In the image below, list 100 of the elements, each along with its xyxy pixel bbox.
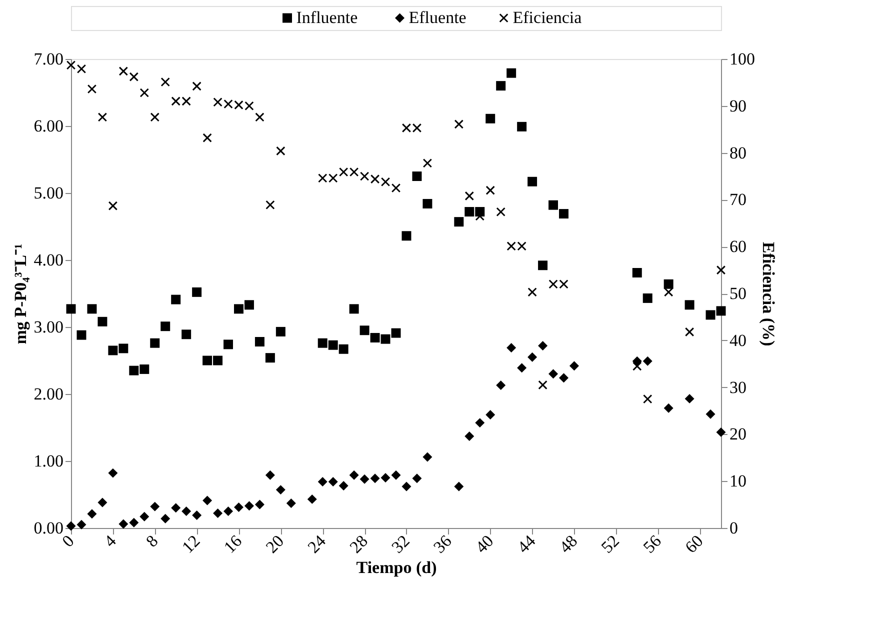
x-tick-label: 60 bbox=[681, 531, 707, 557]
point bbox=[538, 341, 548, 351]
point bbox=[548, 369, 558, 379]
y2-tick-label: 90 bbox=[730, 96, 746, 116]
point bbox=[559, 209, 568, 219]
point bbox=[464, 207, 474, 217]
point bbox=[224, 340, 233, 350]
point bbox=[276, 146, 286, 156]
point bbox=[559, 373, 568, 383]
point bbox=[192, 510, 202, 520]
point bbox=[171, 294, 181, 304]
point bbox=[338, 344, 348, 354]
point bbox=[87, 304, 97, 314]
point bbox=[254, 336, 264, 346]
point bbox=[87, 84, 97, 94]
point bbox=[402, 482, 412, 492]
x-tick-label: 24 bbox=[304, 531, 330, 557]
point bbox=[202, 496, 212, 506]
x-tick-label: 36 bbox=[430, 531, 456, 557]
point bbox=[391, 470, 401, 480]
point bbox=[318, 477, 328, 487]
y-axis-title: mg P-P0₄³⁻L⁻¹ bbox=[10, 244, 30, 344]
point bbox=[538, 380, 548, 390]
point bbox=[182, 506, 192, 516]
point bbox=[642, 293, 652, 303]
point bbox=[664, 279, 674, 289]
point bbox=[213, 508, 223, 518]
point bbox=[360, 474, 370, 484]
point bbox=[234, 304, 244, 314]
x-tick-label: 52 bbox=[598, 531, 624, 557]
point bbox=[160, 77, 170, 87]
point bbox=[370, 332, 380, 342]
point bbox=[129, 518, 139, 528]
point bbox=[192, 287, 202, 297]
point bbox=[171, 503, 181, 513]
point bbox=[307, 494, 317, 504]
y2-axis-title: Eficiencia (%) bbox=[759, 242, 778, 346]
y2-tick-label: 0 bbox=[730, 518, 738, 538]
x-tick-label: 56 bbox=[640, 531, 665, 557]
point bbox=[182, 330, 192, 340]
point bbox=[454, 120, 464, 129]
point bbox=[632, 362, 642, 371]
x-tick-label: 44 bbox=[514, 531, 540, 557]
point bbox=[412, 474, 422, 484]
x-tick-label: 4 bbox=[100, 531, 120, 551]
y-tick-label: 0.00 bbox=[34, 518, 64, 538]
y2-tick-label: 50 bbox=[730, 284, 746, 303]
point bbox=[706, 409, 716, 419]
point bbox=[98, 112, 108, 122]
point bbox=[517, 363, 527, 373]
point bbox=[150, 338, 160, 348]
point bbox=[664, 287, 674, 297]
point bbox=[192, 82, 202, 91]
x-tick-label: 20 bbox=[262, 531, 288, 557]
point bbox=[454, 217, 464, 227]
point bbox=[402, 231, 412, 241]
point bbox=[98, 316, 108, 326]
point bbox=[202, 356, 212, 366]
point bbox=[244, 300, 254, 310]
point bbox=[632, 268, 642, 278]
point bbox=[265, 470, 275, 480]
point bbox=[528, 176, 538, 186]
point bbox=[706, 310, 716, 320]
legend-label: Eficiencia bbox=[512, 8, 582, 27]
point bbox=[108, 201, 118, 210]
point bbox=[370, 474, 380, 484]
y2-tick-label: 10 bbox=[730, 472, 746, 491]
point bbox=[160, 514, 170, 524]
point bbox=[716, 306, 726, 316]
y-tick-label: 3.00 bbox=[34, 318, 64, 336]
point bbox=[129, 366, 139, 376]
point bbox=[380, 334, 390, 344]
point bbox=[213, 356, 223, 366]
point bbox=[496, 380, 506, 390]
point bbox=[380, 473, 390, 482]
point bbox=[160, 322, 170, 332]
point bbox=[328, 477, 338, 487]
point bbox=[422, 198, 432, 208]
x-tick-label: 40 bbox=[472, 531, 498, 557]
point bbox=[87, 509, 97, 519]
point bbox=[716, 427, 726, 437]
point bbox=[338, 481, 348, 491]
point bbox=[454, 482, 464, 492]
y-tick-label: 5.00 bbox=[34, 184, 64, 202]
point bbox=[538, 260, 548, 270]
point bbox=[528, 352, 538, 362]
x-tick-label: 32 bbox=[388, 531, 414, 557]
x-tick-label: 28 bbox=[346, 531, 372, 557]
y2-tick-label: 60 bbox=[730, 237, 746, 256]
point bbox=[118, 519, 128, 529]
point bbox=[716, 265, 726, 275]
point bbox=[360, 172, 370, 181]
x-tick-label: 8 bbox=[142, 531, 162, 551]
point bbox=[496, 81, 506, 91]
point bbox=[528, 287, 537, 297]
point bbox=[108, 468, 118, 478]
point bbox=[266, 200, 275, 210]
x-tick-label: 48 bbox=[556, 531, 582, 557]
point bbox=[202, 133, 212, 142]
point bbox=[254, 500, 264, 510]
